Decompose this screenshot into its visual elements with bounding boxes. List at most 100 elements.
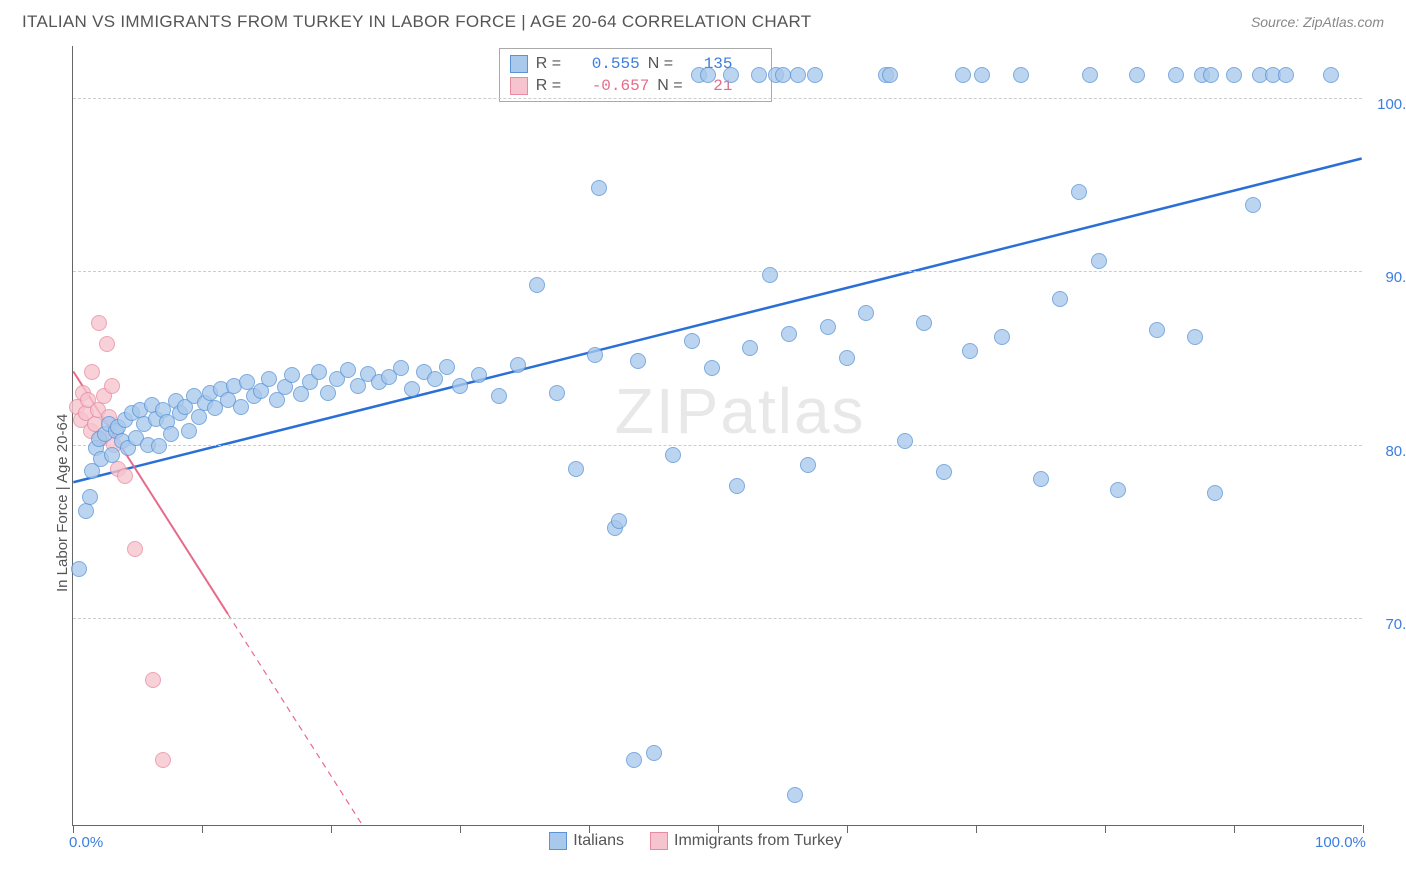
- y-axis-label: In Labor Force | Age 20-64: [54, 414, 71, 592]
- data-point-blue: [1245, 197, 1261, 213]
- data-point-blue: [78, 503, 94, 519]
- data-point-blue: [742, 340, 758, 356]
- y-tick-label: 90.0%: [1385, 269, 1406, 286]
- source-attribution: Source: ZipAtlas.com: [1251, 14, 1384, 30]
- legend-item: Italians: [549, 832, 624, 850]
- data-point-blue: [1323, 67, 1339, 83]
- data-point-blue: [549, 385, 565, 401]
- data-point-blue: [1207, 485, 1223, 501]
- data-point-blue: [393, 360, 409, 376]
- data-point-blue: [1203, 67, 1219, 83]
- trendlines-layer: [73, 46, 1362, 825]
- x-tick: [1234, 825, 1235, 833]
- legend-swatch: [510, 77, 528, 95]
- data-point-pink: [117, 468, 133, 484]
- data-point-blue: [800, 457, 816, 473]
- data-point-blue: [646, 745, 662, 761]
- data-point-blue: [1129, 67, 1145, 83]
- gridline: [73, 445, 1362, 446]
- data-point-blue: [994, 329, 1010, 345]
- stat-text: R =: [536, 77, 584, 95]
- data-point-blue: [587, 347, 603, 363]
- legend-item: Immigrants from Turkey: [650, 832, 842, 850]
- data-point-blue: [974, 67, 990, 83]
- data-point-blue: [191, 409, 207, 425]
- data-point-pink: [145, 672, 161, 688]
- x-tick: [1363, 825, 1364, 833]
- data-point-blue: [1082, 67, 1098, 83]
- data-point-blue: [787, 787, 803, 803]
- stat-text: R =: [536, 55, 584, 73]
- data-point-blue: [439, 359, 455, 375]
- data-point-blue: [104, 447, 120, 463]
- watermark-text: ZIPatlas: [615, 374, 866, 448]
- data-point-pink: [104, 378, 120, 394]
- gridline: [73, 98, 1362, 99]
- x-tick: [331, 825, 332, 833]
- stat-text: 0.555: [592, 55, 640, 73]
- data-point-blue: [700, 67, 716, 83]
- data-point-blue: [311, 364, 327, 380]
- data-point-blue: [1168, 67, 1184, 83]
- data-point-blue: [82, 489, 98, 505]
- data-point-pink: [155, 752, 171, 768]
- data-point-pink: [84, 364, 100, 380]
- data-point-blue: [1149, 322, 1165, 338]
- x-tick-label: 100.0%: [1315, 834, 1366, 851]
- legend-swatch: [549, 832, 567, 850]
- x-tick-label: 0.0%: [69, 834, 103, 851]
- data-point-blue: [882, 67, 898, 83]
- data-point-pink: [99, 336, 115, 352]
- data-point-blue: [729, 478, 745, 494]
- data-point-blue: [529, 277, 545, 293]
- data-point-blue: [1091, 253, 1107, 269]
- gridline: [73, 271, 1362, 272]
- data-point-blue: [630, 353, 646, 369]
- data-point-blue: [71, 561, 87, 577]
- data-point-blue: [471, 367, 487, 383]
- data-point-blue: [611, 513, 627, 529]
- plot-area: ZIPatlas R =0.555N =135R =-0.657N =21 70…: [72, 46, 1362, 826]
- stat-text: -0.657: [592, 77, 650, 95]
- data-point-blue: [404, 381, 420, 397]
- data-point-blue: [1071, 184, 1087, 200]
- data-point-blue: [1278, 67, 1294, 83]
- data-point-pink: [127, 541, 143, 557]
- y-tick-label: 80.0%: [1385, 443, 1406, 460]
- data-point-blue: [1052, 291, 1068, 307]
- data-point-blue: [762, 267, 778, 283]
- data-point-blue: [751, 67, 767, 83]
- legend-swatch: [650, 832, 668, 850]
- series-legend: Italians Immigrants from Turkey: [549, 832, 860, 850]
- y-tick-label: 100.0%: [1377, 96, 1406, 113]
- stat-text: N =: [648, 55, 696, 73]
- x-tick: [73, 825, 74, 833]
- data-point-blue: [790, 67, 806, 83]
- data-point-blue: [151, 438, 167, 454]
- data-point-blue: [858, 305, 874, 321]
- data-point-blue: [955, 67, 971, 83]
- data-point-blue: [781, 326, 797, 342]
- data-point-blue: [591, 180, 607, 196]
- data-point-blue: [568, 461, 584, 477]
- legend-label: Italians: [573, 832, 624, 850]
- y-tick-label: 70.0%: [1385, 616, 1406, 633]
- data-point-pink: [91, 315, 107, 331]
- data-point-blue: [1110, 482, 1126, 498]
- data-point-blue: [491, 388, 507, 404]
- data-point-blue: [820, 319, 836, 335]
- x-tick: [1105, 825, 1106, 833]
- data-point-blue: [181, 423, 197, 439]
- data-point-blue: [962, 343, 978, 359]
- data-point-blue: [1187, 329, 1203, 345]
- data-point-blue: [684, 333, 700, 349]
- data-point-blue: [775, 67, 791, 83]
- data-point-blue: [626, 752, 642, 768]
- legend-swatch: [510, 55, 528, 73]
- data-point-blue: [916, 315, 932, 331]
- data-point-blue: [936, 464, 952, 480]
- data-point-blue: [839, 350, 855, 366]
- data-point-blue: [261, 371, 277, 387]
- x-tick: [202, 825, 203, 833]
- data-point-blue: [723, 67, 739, 83]
